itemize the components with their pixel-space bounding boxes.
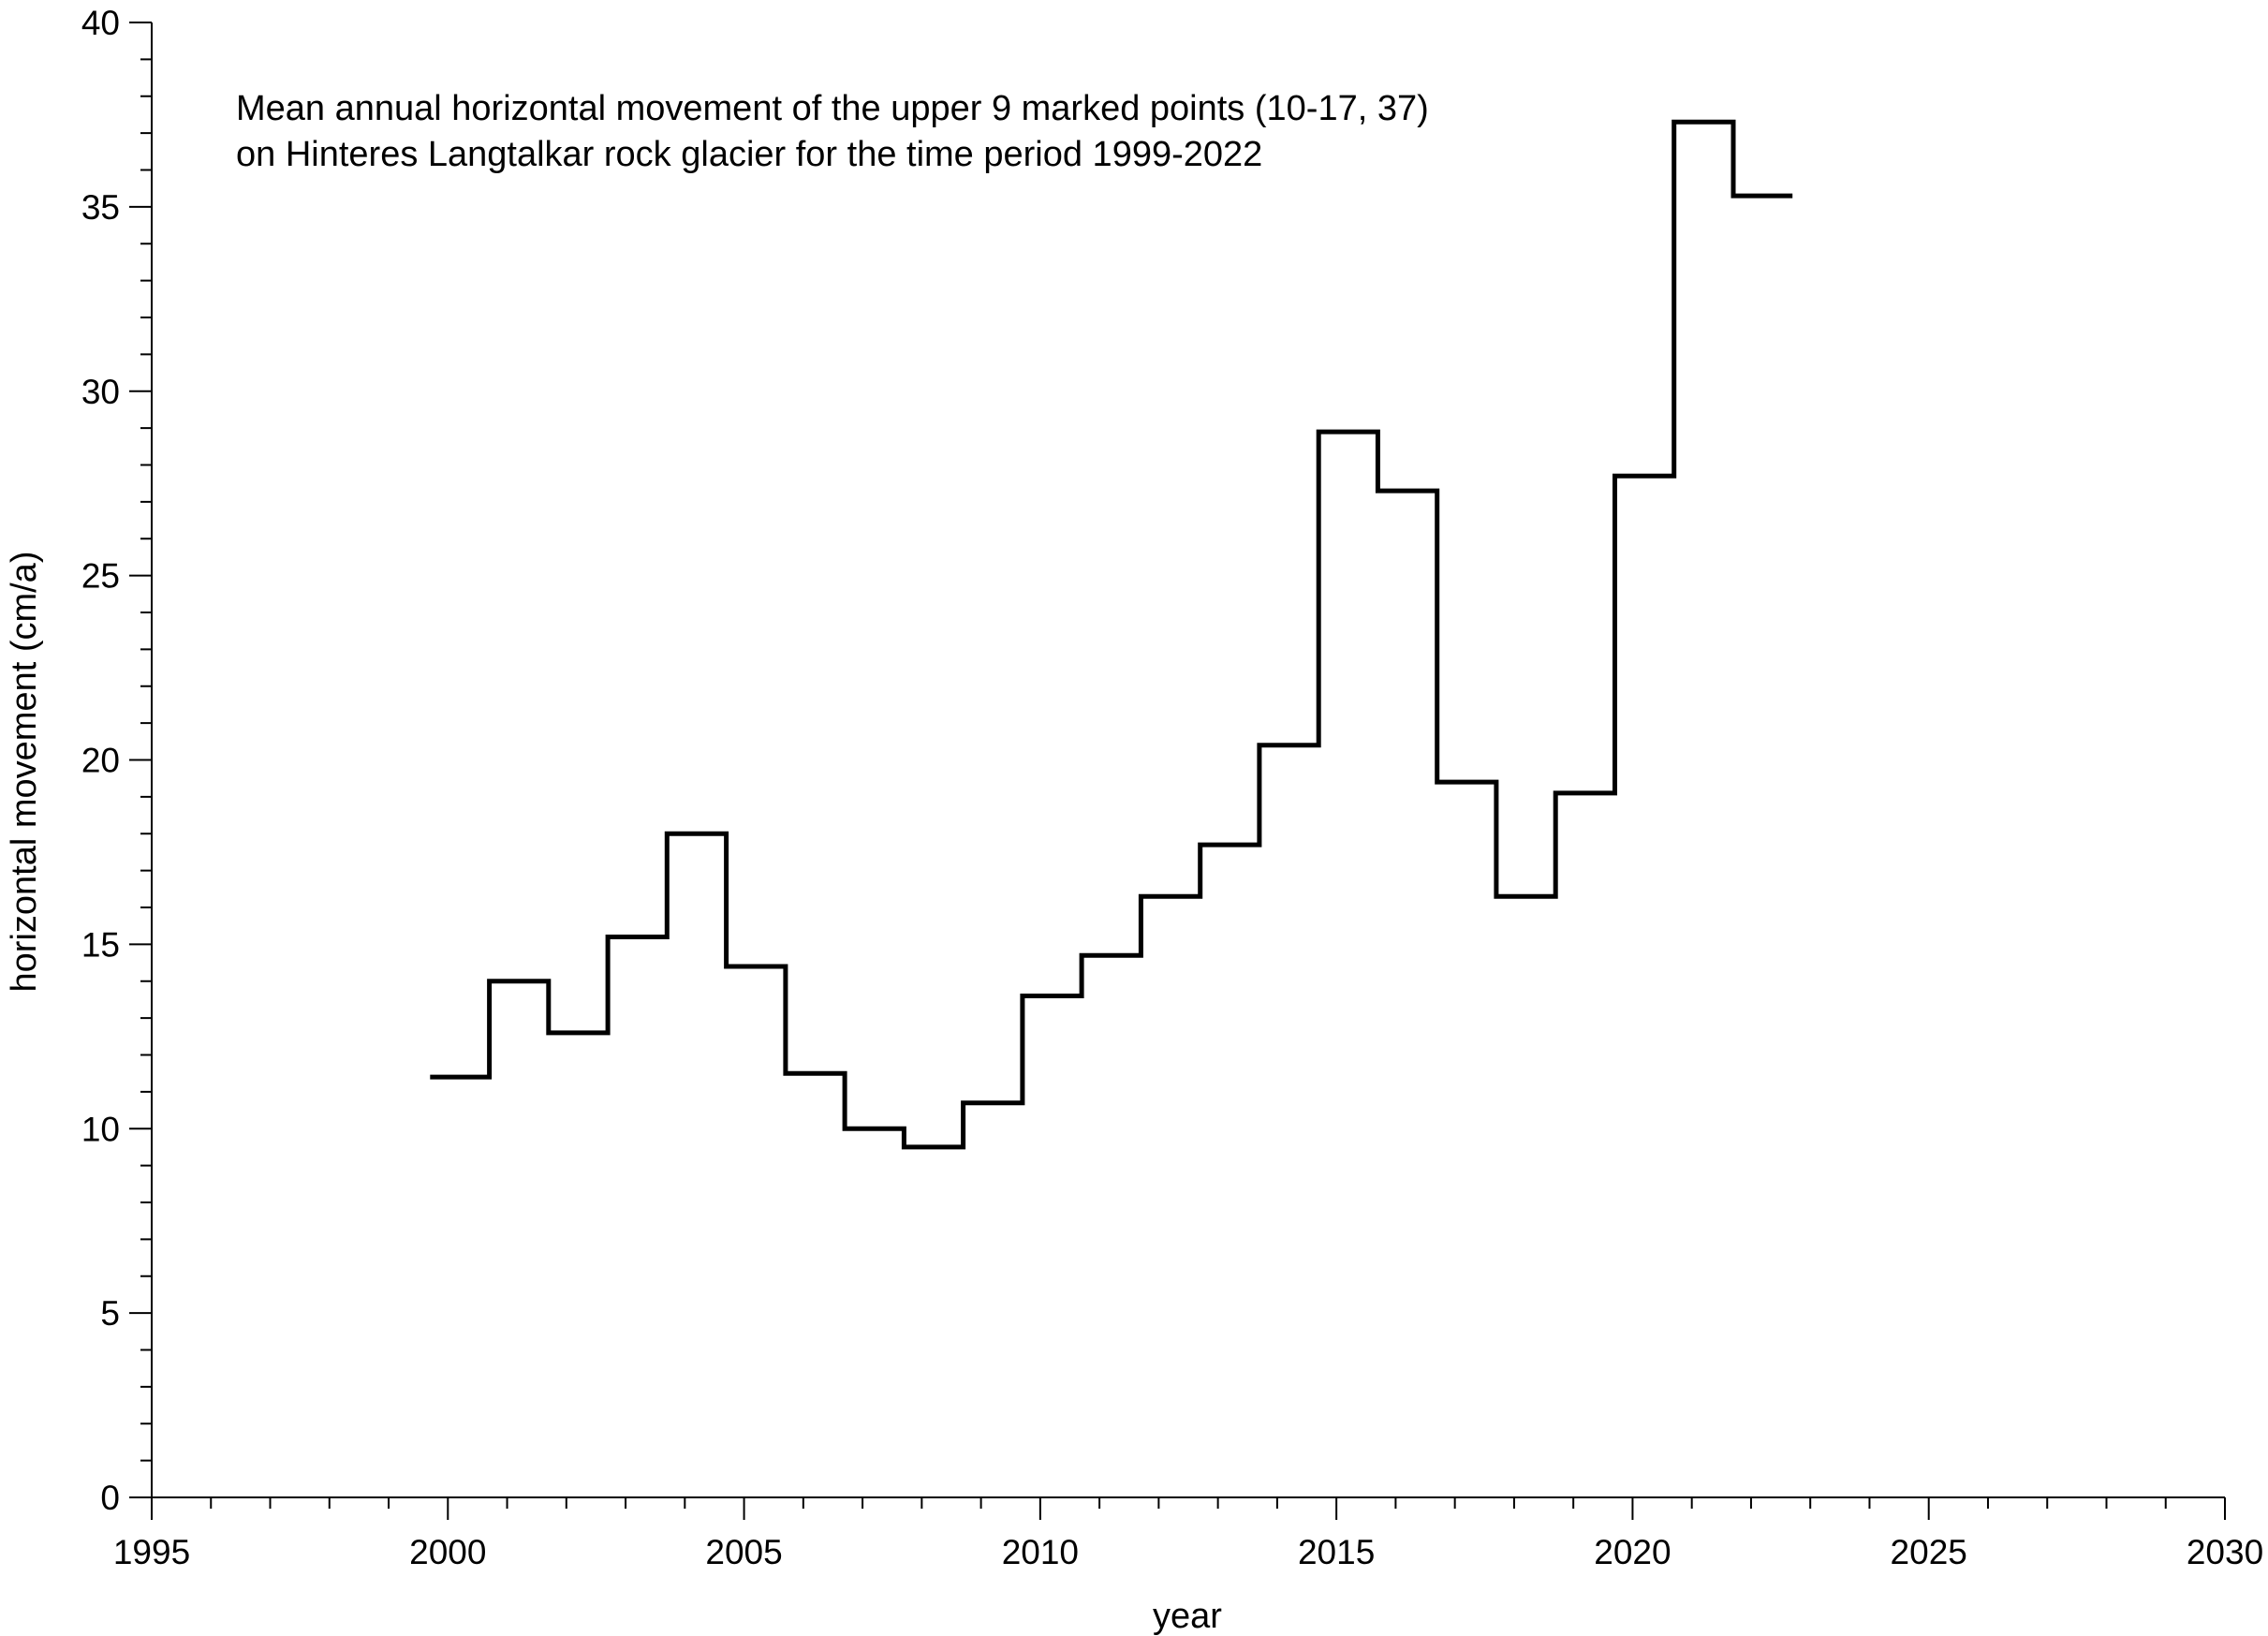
chart-title-line-1: Mean annual horizontal movement of the u…	[236, 89, 1429, 128]
x-axis-title: year	[1153, 1597, 1222, 1636]
y-axis-title: horizontal movement (cm/a)	[5, 552, 44, 993]
y-tick-label: 40	[81, 4, 120, 42]
y-tick-label: 25	[81, 557, 120, 596]
chart-title-line-2: on Hinteres Langtalkar rock glacier for …	[236, 135, 1262, 174]
x-tick-label: 2025	[1891, 1533, 1967, 1571]
x-tick-label: 2030	[2187, 1533, 2263, 1571]
y-ticks: 0 5 10 15 20 25 30 35 40	[81, 4, 152, 1517]
y-tick-label: 5	[100, 1294, 120, 1333]
y-tick-label: 35	[81, 188, 120, 227]
x-tick-label: 2000	[409, 1533, 486, 1571]
x-tick-label: 2015	[1298, 1533, 1375, 1571]
y-tick-label: 10	[81, 1110, 120, 1148]
series-group	[430, 119, 1793, 1150]
y-tick-label: 0	[100, 1479, 120, 1517]
chart-title: Mean annual horizontal movement of the u…	[236, 89, 1429, 174]
x-tick-label: 2005	[705, 1533, 782, 1571]
x-tick-label: 2020	[1594, 1533, 1671, 1571]
y-axis: 0 5 10 15 20 25 30 35 40	[81, 4, 153, 1517]
x-tick-label: 1995	[113, 1533, 190, 1571]
y-tick-label: 20	[81, 742, 120, 780]
x-axis: 1995 2000 2005 2010 2015 2020 2025 2030	[113, 1496, 2263, 1571]
y-tick-label: 30	[81, 373, 120, 411]
x-ticks: 1995 2000 2005 2010 2015 2020 2025 2030	[113, 1497, 2263, 1571]
step-series-line	[430, 119, 1793, 1150]
y-tick-label: 15	[81, 925, 120, 964]
x-tick-label: 2010	[1002, 1533, 1079, 1571]
